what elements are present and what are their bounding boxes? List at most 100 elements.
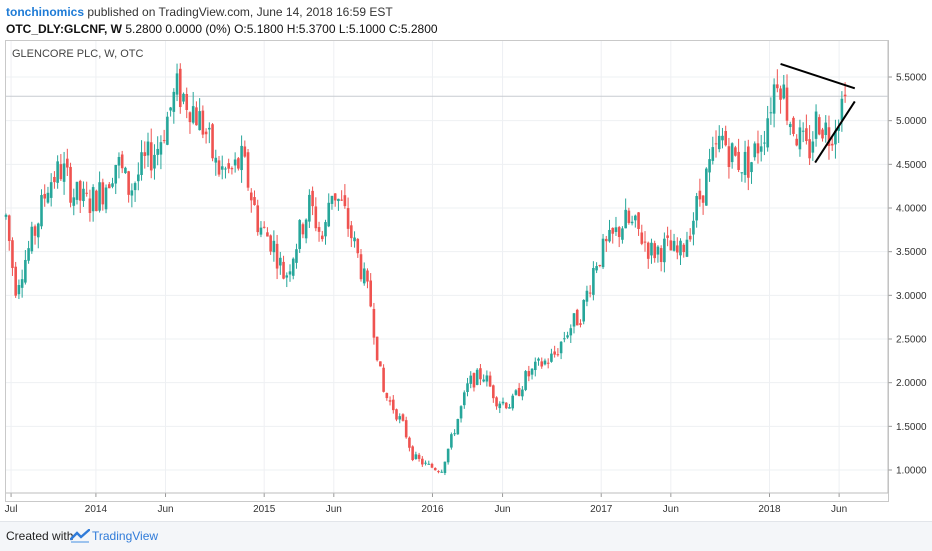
y-tick-label: 1.0000 (896, 466, 927, 477)
candle (498, 401, 502, 414)
candle (69, 162, 72, 208)
candle (243, 140, 247, 158)
candle (579, 319, 582, 328)
candle (46, 186, 50, 204)
candle (611, 227, 615, 244)
candle (85, 181, 88, 197)
candle (117, 152, 121, 179)
candle (301, 222, 305, 239)
tradingview-brand-link[interactable]: TradingView (92, 529, 159, 543)
candle (240, 135, 243, 183)
x-tick-label: Jun (831, 504, 847, 515)
candle (375, 336, 379, 362)
candle (169, 106, 172, 117)
candle (391, 395, 395, 414)
candle (740, 172, 744, 182)
candle (753, 141, 757, 161)
candle (395, 408, 398, 422)
candle (646, 241, 650, 269)
candle (601, 233, 605, 270)
candle (427, 460, 431, 465)
candle (308, 189, 311, 228)
x-tick-label: 2016 (421, 504, 444, 515)
candle (585, 285, 589, 307)
candle (172, 88, 176, 124)
candle (608, 219, 611, 243)
candle (114, 164, 118, 195)
candle (701, 195, 705, 215)
candle (259, 221, 263, 238)
candle (272, 230, 276, 262)
candle (295, 243, 298, 269)
trendline[interactable] (814, 100, 856, 164)
candle (17, 279, 21, 300)
candle (817, 114, 821, 136)
candle (379, 361, 382, 367)
symbol-header: OTC_DLY:GLCNF, W 5.2800 0.0000 (0%) O:5.… (6, 22, 438, 36)
candle (617, 225, 621, 248)
candle (469, 371, 473, 389)
candle (149, 128, 153, 179)
candle (540, 357, 544, 369)
y-tick-label: 2.0000 (896, 378, 927, 389)
candle (834, 119, 837, 159)
y-tick-label: 5.0000 (896, 116, 927, 127)
candle (663, 232, 666, 273)
candle (511, 393, 514, 411)
candle (166, 111, 169, 146)
candle (746, 139, 750, 191)
candle (201, 105, 205, 139)
candle (695, 192, 698, 228)
x-tick-label: 2014 (85, 504, 108, 515)
candle (582, 299, 585, 325)
candle (679, 238, 682, 266)
candle (356, 237, 360, 258)
candle (369, 273, 372, 308)
candle (4, 213, 8, 220)
candle (514, 389, 518, 396)
candle (759, 134, 763, 162)
candle (501, 397, 505, 406)
y-tick-label: 2.5000 (896, 335, 927, 346)
candle (214, 149, 218, 176)
candle (282, 255, 285, 280)
candle (575, 308, 579, 326)
trendline[interactable] (780, 62, 856, 90)
candle (195, 101, 198, 126)
candle (504, 402, 508, 410)
candle (714, 130, 718, 158)
candle (795, 134, 798, 147)
candle (595, 262, 598, 274)
candle (343, 184, 347, 209)
candle (440, 469, 443, 473)
candle (324, 219, 327, 245)
candle (224, 166, 227, 179)
candle (737, 138, 740, 173)
candle (143, 141, 147, 169)
candle (266, 227, 269, 237)
candle (411, 445, 414, 462)
candle (372, 302, 376, 345)
created-with-label: Created with (6, 529, 74, 543)
candle (659, 245, 663, 272)
candle (666, 226, 669, 247)
candle (485, 370, 489, 387)
candle (798, 119, 802, 157)
candle (220, 155, 224, 180)
candle (508, 403, 511, 409)
candle (124, 166, 127, 174)
author-link[interactable]: tonchinomics (6, 5, 85, 19)
candle (159, 135, 163, 170)
candle (769, 97, 773, 125)
x-tick-label: 2017 (590, 504, 613, 515)
candle (388, 396, 392, 406)
candle (669, 229, 673, 251)
x-tick-label: 2015 (253, 504, 276, 515)
candle (588, 285, 592, 298)
candle (592, 261, 595, 301)
publish-header: tonchinomics published on TradingView.co… (6, 5, 393, 19)
candle (414, 451, 418, 460)
candlestick-chart[interactable]: 1.0000 1.5000 2.0000 2.5000 3.0000 3.5000 4.00… (0, 0, 932, 520)
candle (730, 142, 734, 169)
candle (711, 136, 715, 165)
